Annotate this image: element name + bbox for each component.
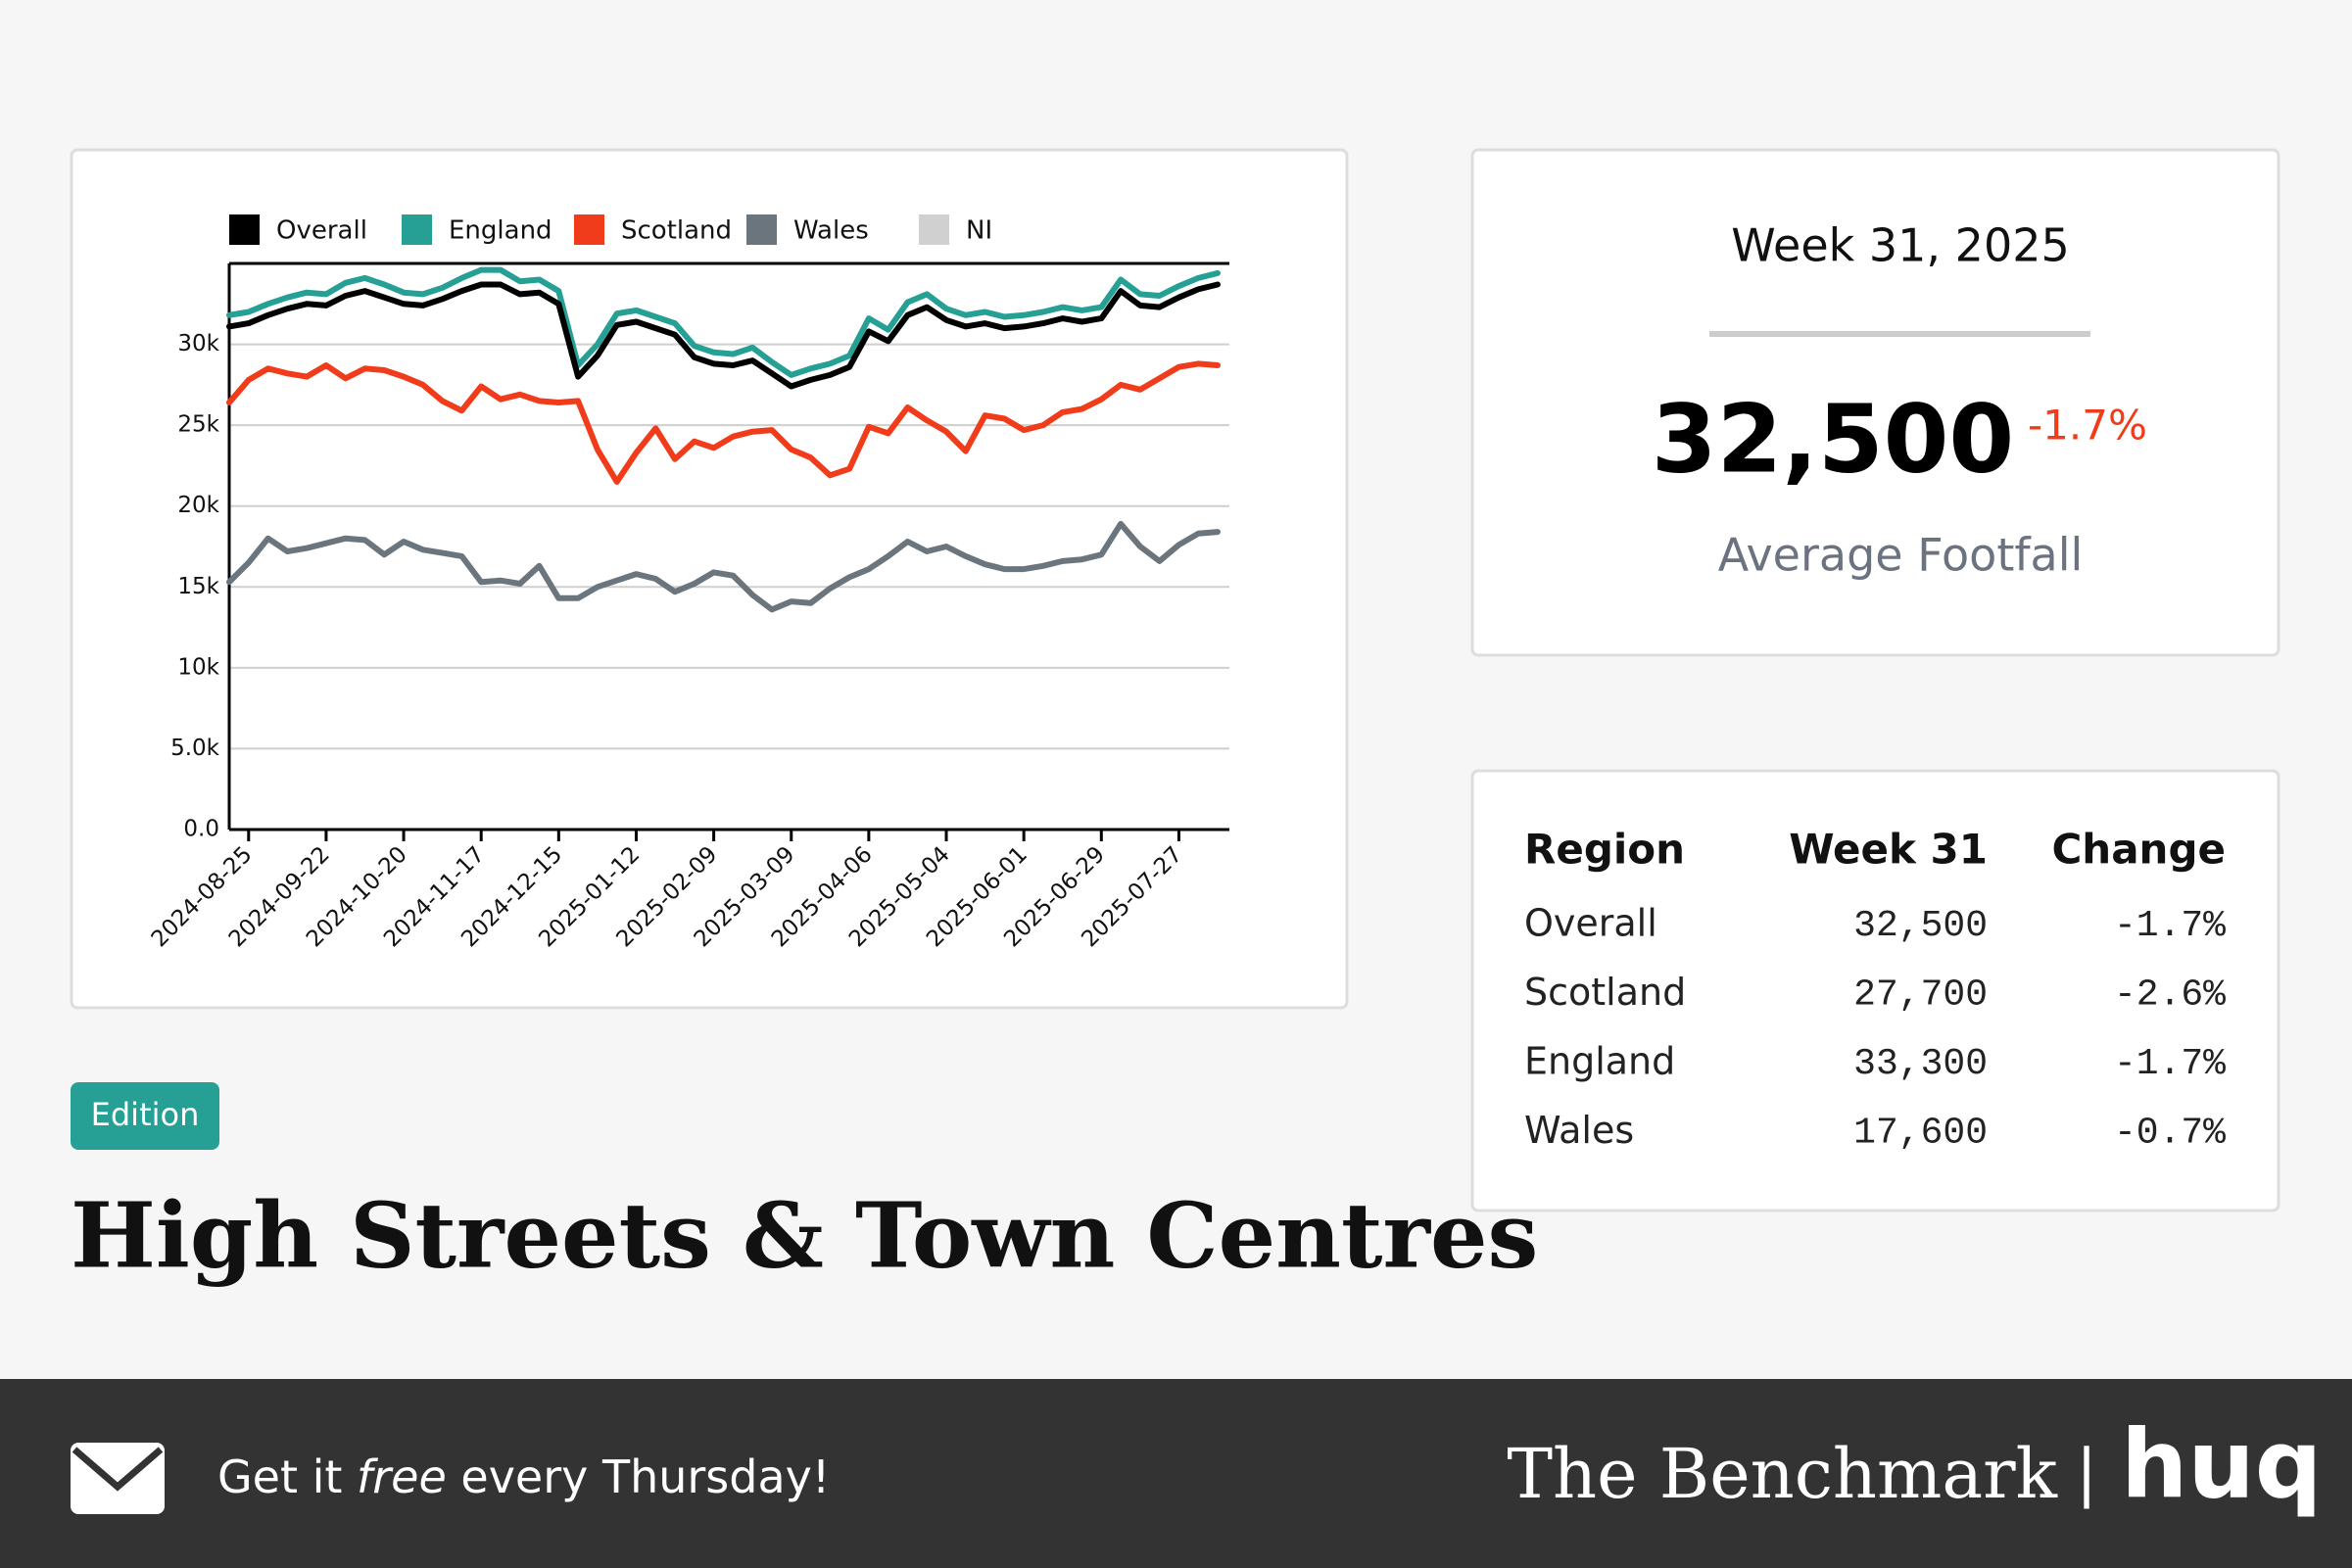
legend-swatch xyxy=(919,214,949,245)
table-cell: -1.7% xyxy=(2114,905,2226,947)
legend-swatch xyxy=(402,214,432,245)
badge xyxy=(71,1082,219,1150)
table-cell: -0.7% xyxy=(2114,1113,2226,1155)
table-cell: England xyxy=(1524,1040,1675,1083)
stat-card xyxy=(1470,148,2280,657)
badge-text: Edition xyxy=(91,1096,200,1133)
table-cell: 27,700 xyxy=(1853,974,1988,1017)
legend-label: Overall xyxy=(276,216,367,246)
y-tick-label: 20k xyxy=(177,493,219,518)
y-tick-label: 30k xyxy=(177,331,219,356)
table-cell: Scotland xyxy=(1524,971,1686,1014)
series-line xyxy=(226,281,1221,390)
legend-label: Scotland xyxy=(621,216,732,246)
table-cell: 17,600 xyxy=(1853,1113,1988,1155)
series-line xyxy=(226,266,1221,378)
y-tick-label: 10k xyxy=(177,654,219,680)
mail-flap xyxy=(72,1447,164,1492)
y-tick-label: 5.0k xyxy=(170,736,220,761)
legend-swatch xyxy=(229,214,260,245)
page-title: High Streets & Town Centres xyxy=(71,1183,1538,1289)
table-cell: 32,500 xyxy=(1853,905,1988,947)
brand: The Benchmark xyxy=(1507,1434,2057,1514)
stat-value: 32,500 xyxy=(1652,384,2014,494)
footer-cta: Get it free every Thursday! xyxy=(217,1450,830,1503)
logo: huq xyxy=(2121,1409,2322,1519)
series-line xyxy=(226,360,1221,485)
table-cell: Wales xyxy=(1524,1109,1634,1152)
table-cell: Overall xyxy=(1524,902,1657,945)
table-cell: 33,300 xyxy=(1853,1043,1988,1085)
mail-icon xyxy=(71,1443,165,1514)
brand-separator: | xyxy=(2076,1438,2097,1510)
cta-part: free xyxy=(357,1450,447,1503)
cta-part: Get it xyxy=(217,1450,357,1503)
legend-label: NI xyxy=(966,216,992,246)
table-card xyxy=(1470,769,2280,1212)
series-line xyxy=(226,520,1221,613)
table-header: Region xyxy=(1524,826,1685,874)
footer xyxy=(0,1379,2352,1568)
stat-change: -1.7% xyxy=(2028,402,2147,450)
table-cell: -1.7% xyxy=(2114,1043,2226,1085)
legend-label: Wales xyxy=(793,216,869,246)
y-tick-label: 25k xyxy=(177,412,219,438)
y-tick-label: 15k xyxy=(177,574,219,599)
table-header: Week 31 xyxy=(1789,826,1988,874)
y-tick-label: 0.0 xyxy=(183,817,219,842)
table: Region Week 31 Change Overall 32,500 -1.7% Sco… xyxy=(1524,826,2226,1155)
table-cell: -2.6% xyxy=(2114,974,2226,1017)
stat-week: Week 31, 2025 xyxy=(1731,219,2070,272)
legend-label: England xyxy=(449,216,552,246)
cta-part: every Thursday! xyxy=(447,1450,831,1503)
table-header: Change xyxy=(2051,826,2226,874)
legend-swatch xyxy=(574,214,604,245)
legend-swatch xyxy=(746,214,777,245)
chart-card xyxy=(70,148,1349,1010)
stat-label: Average Footfall xyxy=(1718,529,2084,582)
